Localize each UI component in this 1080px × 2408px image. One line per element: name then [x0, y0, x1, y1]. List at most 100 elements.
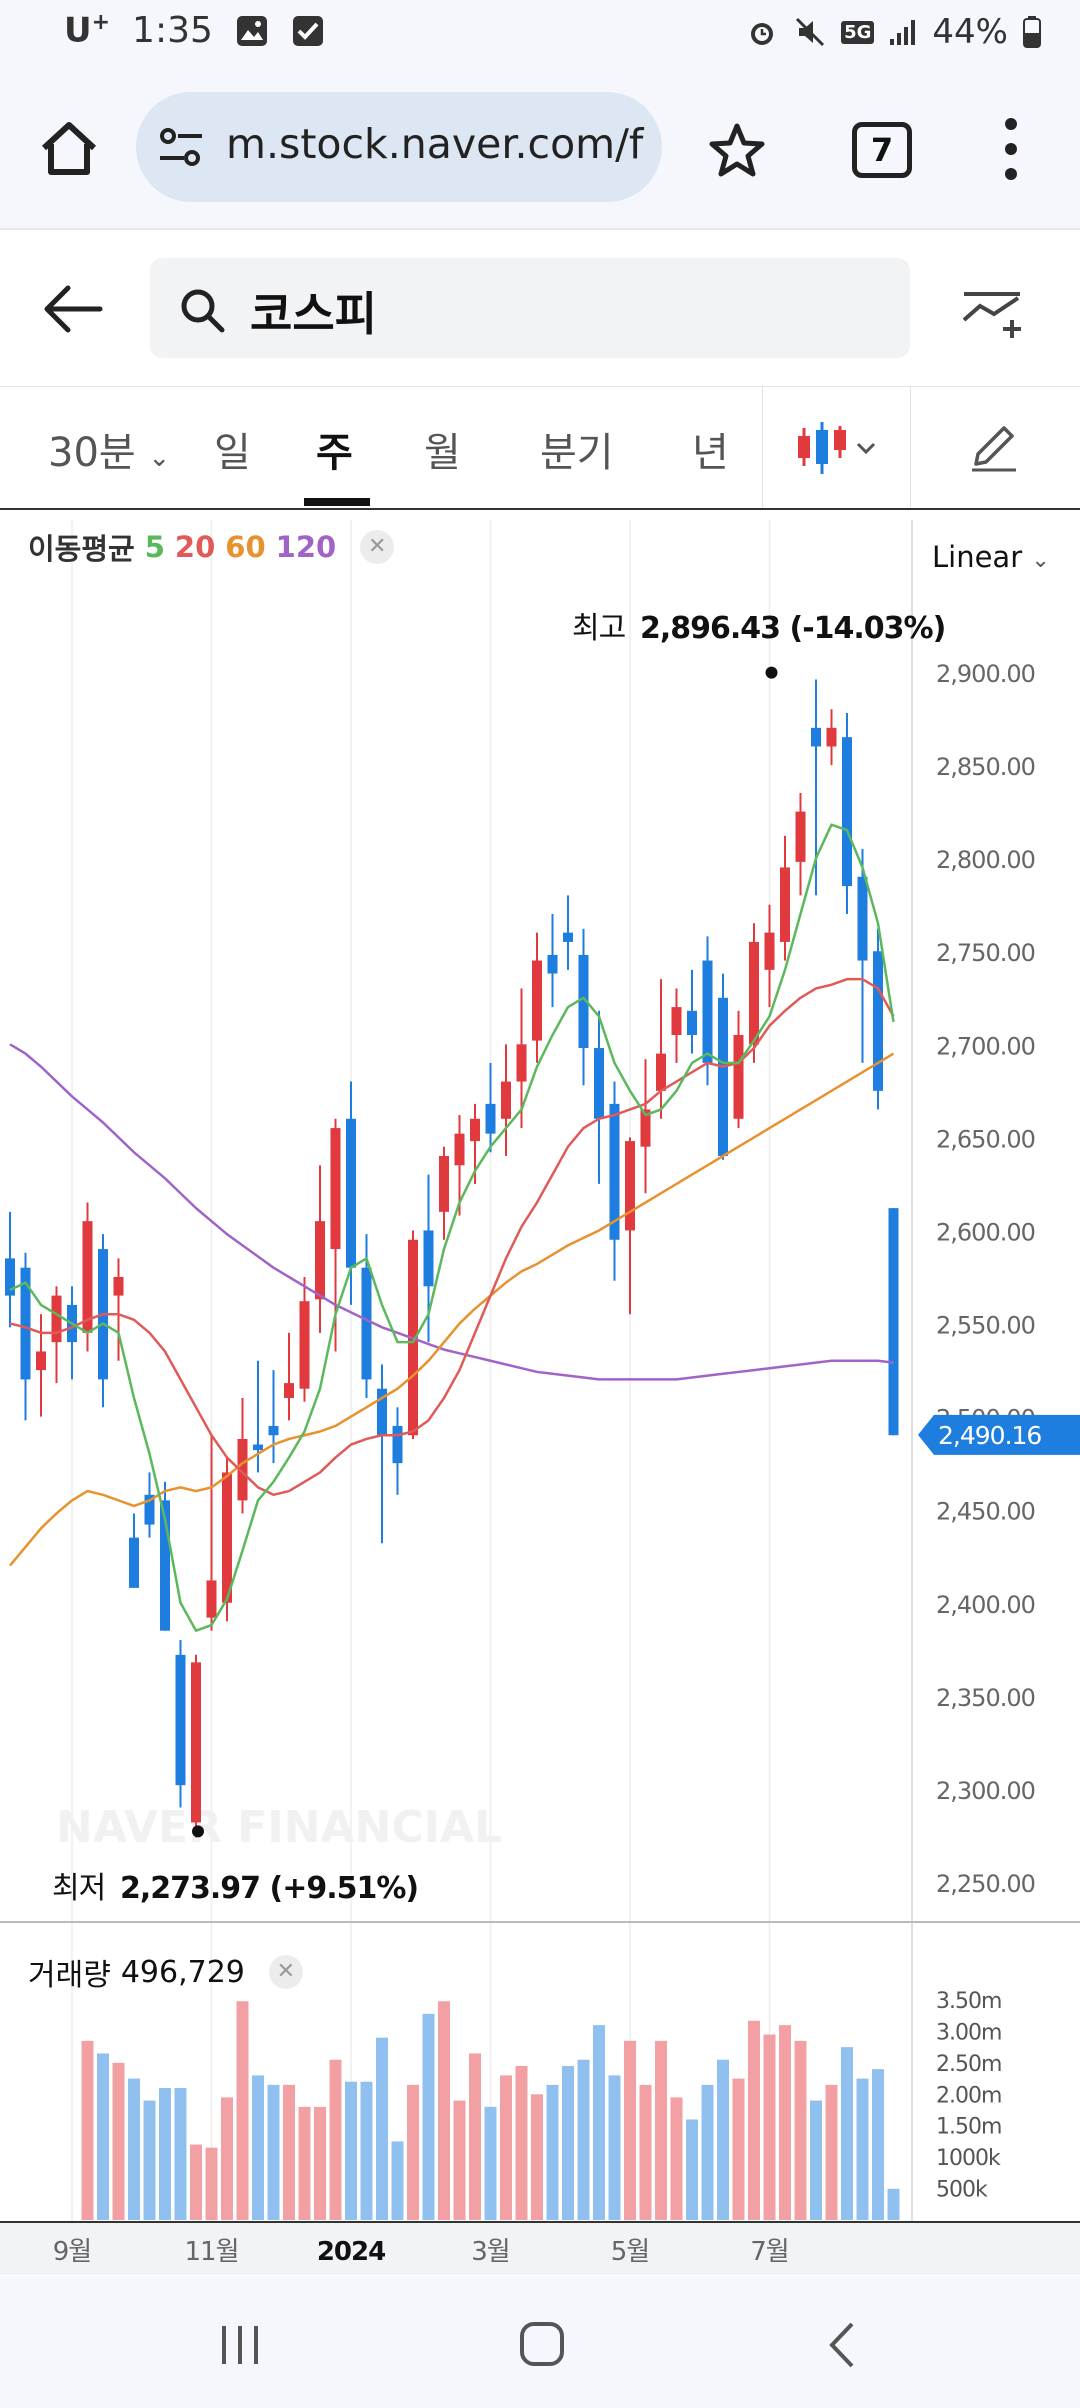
volume-bar [546, 2084, 559, 2220]
volume-bar [717, 2059, 729, 2220]
volume-bar [593, 2025, 605, 2220]
divider [910, 386, 911, 508]
volume-bar [639, 2084, 652, 2220]
volume-bar [438, 2001, 450, 2220]
candle-body [36, 1351, 46, 1371]
candle-body [857, 876, 868, 961]
ma5-line [9, 823, 895, 1632]
current-price-tag [918, 1414, 1080, 1455]
y-tick-label: 2,750.00 [936, 939, 1035, 967]
volume-bar [748, 2020, 760, 2220]
volume-bar [298, 2106, 311, 2220]
candle-body [454, 1133, 465, 1166]
volume-bar [376, 2037, 388, 2220]
stock-search-header: 코스피 [0, 230, 1080, 387]
tab-weekly[interactable]: 주 [316, 430, 353, 476]
tab-monthly[interactable]: 월 [424, 430, 461, 476]
mute-icon [796, 17, 825, 47]
tab-quarterly[interactable]: 분기 [540, 430, 614, 476]
volume-bar [236, 2001, 249, 2220]
candle-body [129, 1537, 139, 1588]
candle-body [222, 1472, 232, 1603]
battery-icon [1023, 16, 1041, 48]
close-volume-icon[interactable]: ✕ [268, 1955, 303, 1989]
candle-body [873, 951, 883, 1091]
volume-tick-label: 1.50m [936, 2115, 1001, 2140]
y-tick-label: 2,900.00 [936, 660, 1035, 688]
candle-body [516, 1044, 527, 1082]
volume-bar [128, 2078, 140, 2220]
search-query[interactable]: 코스피 [250, 287, 377, 341]
volume-tick-label: 3.50m [936, 1989, 1001, 2014]
candle-body [687, 1010, 697, 1035]
volume-bar [577, 2059, 590, 2220]
volume-bar [97, 2053, 109, 2220]
candle-body [470, 1118, 480, 1142]
volume-bar [252, 2075, 264, 2220]
close-ma-icon[interactable]: ✕ [360, 530, 395, 564]
tab-daily[interactable]: 일 [214, 430, 251, 476]
volume-bar [701, 2084, 714, 2220]
volume-bar [329, 2059, 342, 2220]
y-tick-label: 2,450.00 [936, 1498, 1035, 1526]
volume-label: 거래량 [28, 1958, 111, 1993]
x-axis-band [0, 2223, 1080, 2275]
y-tick-label: 2,700.00 [936, 1032, 1035, 1060]
candle-body [82, 1221, 93, 1333]
watermark-text: NAVER FINANCIAL [56, 1802, 502, 1853]
volume-tick-label: 1000k [936, 2146, 1001, 2171]
high-annotation-label: 최고 [572, 611, 625, 646]
ma-legend-label: 이동평균 [28, 532, 135, 566]
carrier-label: U+ [64, 10, 111, 51]
back-nav-icon[interactable] [814, 2320, 874, 2370]
current-price-label: 2,490.16 [938, 1421, 1041, 1450]
volume-bar [422, 2013, 435, 2220]
search-input[interactable]: 코스피 [150, 258, 910, 358]
status-bar: U+ 1:35 5G 44% [0, 0, 1080, 70]
tab-switcher-button[interactable]: 7 [852, 122, 912, 178]
home-nav-icon[interactable] [512, 2320, 572, 2370]
volume-bar [794, 2040, 807, 2220]
tab-30min[interactable]: 30분 ⌄ [48, 430, 171, 476]
bookmark-star-icon[interactable] [706, 120, 768, 182]
volume-bar [810, 2100, 822, 2220]
y-tick-label: 2,600.00 [936, 1218, 1035, 1246]
home-icon[interactable] [36, 116, 102, 182]
more-menu-icon[interactable] [996, 114, 1026, 184]
volume-bar [624, 2040, 636, 2220]
candle-body [826, 727, 837, 747]
price-chart[interactable]: NAVER FINANCIAL 2,900.00 2,850.00 2,800.00 2… [0, 508, 1080, 2276]
candle-body [237, 1438, 248, 1501]
tab-yearly[interactable]: 년 [692, 430, 729, 476]
candle-body [113, 1277, 124, 1296]
candle-body [671, 1007, 682, 1035]
volume-bar [190, 2144, 202, 2220]
candle-body [609, 1103, 620, 1240]
volume-tick-label: 500k [936, 2178, 988, 2203]
recent-apps-icon[interactable] [210, 2320, 270, 2370]
moving-average-legend: 이동평균 5 20 60 120 ✕ [28, 526, 395, 568]
candle-body [160, 1500, 170, 1631]
high-marker-dot [765, 666, 778, 679]
y-tick-label: 2,800.00 [936, 846, 1035, 874]
ma-period-20: 20 [174, 530, 216, 564]
candle-body [640, 1109, 651, 1147]
address-bar[interactable]: m.stock.naver.com/f [136, 92, 662, 202]
volume-bar [562, 2066, 574, 2220]
volume-bar [484, 2106, 497, 2220]
url-text[interactable]: m.stock.naver.com/f [226, 120, 644, 168]
pencil-draw-icon[interactable] [966, 418, 1022, 474]
volume-bar [686, 2119, 698, 2220]
scale-selector[interactable]: Linear ⌄ [932, 540, 1050, 574]
back-arrow-icon[interactable] [40, 276, 106, 342]
system-nav-bar [0, 2276, 1080, 2408]
browser-toolbar: m.stock.naver.com/f 7 [0, 70, 1080, 230]
volume-bar [887, 2188, 900, 2220]
site-settings-icon[interactable] [156, 122, 206, 172]
y-tick-label: 2,400.00 [936, 1591, 1035, 1619]
candle-body [175, 1654, 186, 1786]
chart-type-candlestick-icon[interactable] [796, 418, 886, 478]
volume-bar [608, 2075, 621, 2220]
add-compare-chart-icon[interactable] [960, 280, 1030, 340]
candle-body [733, 1035, 744, 1119]
